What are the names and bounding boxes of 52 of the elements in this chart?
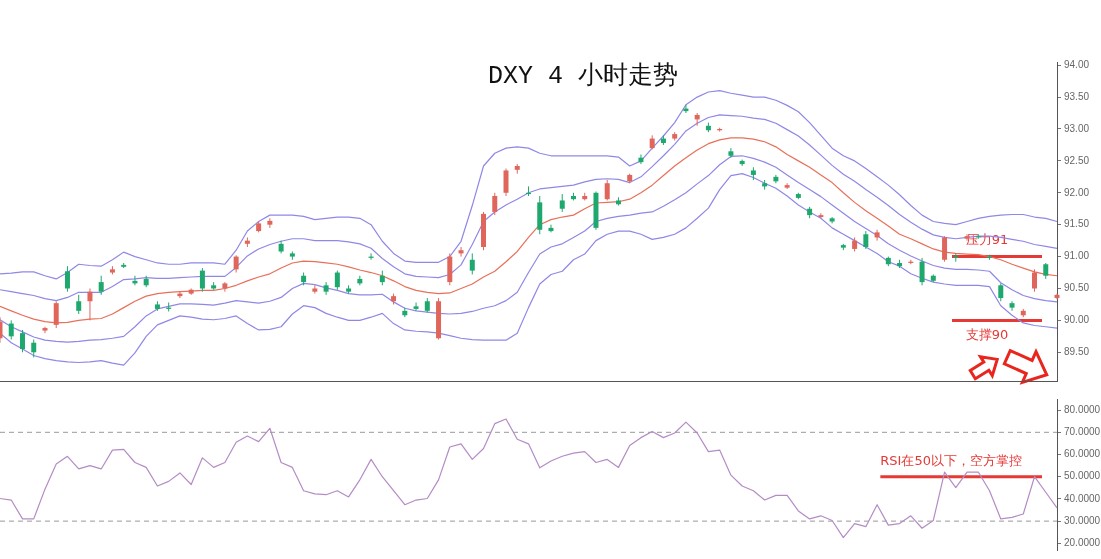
y-tick-label: 90.00 — [1064, 314, 1090, 326]
candlestick — [413, 302, 419, 312]
candlestick — [42, 326, 48, 334]
y-tick-label: 93.00 — [1064, 122, 1090, 134]
candlestick — [818, 212, 824, 219]
candlestick — [222, 281, 228, 293]
candlestick — [604, 179, 610, 201]
candlestick — [87, 287, 93, 321]
y-tick-label: 40.0000 — [1064, 492, 1101, 504]
candlestick — [64, 265, 70, 293]
candlestick — [1032, 268, 1038, 293]
y-tick-label: 70.0000 — [1064, 426, 1101, 438]
candlestick — [638, 154, 644, 165]
candlestick — [874, 229, 880, 242]
candlestick — [458, 246, 464, 258]
candlestick — [773, 174, 779, 184]
y-tick-label: 50.0000 — [1064, 470, 1101, 482]
candlestick — [76, 294, 82, 315]
candlestick — [334, 270, 340, 291]
ref-line-label: 支撑90 — [965, 327, 1009, 343]
y-tick-label: 92.00 — [1064, 186, 1090, 198]
candlestick — [199, 267, 205, 293]
y-tick-label: 91.50 — [1064, 218, 1090, 230]
candlestick — [492, 192, 498, 216]
candlestick — [8, 319, 14, 341]
candlestick — [19, 329, 25, 353]
y-tick-label: 30.0000 — [1064, 514, 1101, 526]
candlestick — [919, 257, 925, 286]
y-tick-label: 91.00 — [1064, 250, 1090, 262]
y-tick-label: 92.50 — [1064, 154, 1090, 166]
y-tick-label: 20.0000 — [1064, 537, 1101, 549]
ref-line-label: RSI在50以下，空方掌控 — [880, 452, 1023, 468]
candlestick — [548, 224, 554, 233]
candlestick — [503, 168, 509, 197]
candlestick — [267, 217, 273, 229]
candlestick — [1009, 300, 1015, 312]
y-tick-label: 93.50 — [1064, 90, 1090, 102]
y-tick-label: 60.0000 — [1064, 448, 1101, 460]
candlestick — [728, 147, 734, 159]
candlestick — [98, 275, 104, 296]
candlestick — [964, 233, 970, 242]
y-tick-label: 90.50 — [1064, 282, 1090, 294]
candlestick — [323, 281, 329, 296]
y-tick-label: 94.00 — [1064, 58, 1090, 70]
candlestick — [942, 235, 948, 263]
candlestick — [469, 252, 475, 275]
candlestick — [739, 159, 745, 167]
y-tick-label: 80.0000 — [1064, 403, 1101, 415]
candlestick — [784, 182, 790, 190]
y-tick-label: 89.50 — [1064, 346, 1090, 358]
chart-title: DXY 4 小时走势 — [487, 62, 678, 91]
candlestick — [312, 284, 318, 295]
